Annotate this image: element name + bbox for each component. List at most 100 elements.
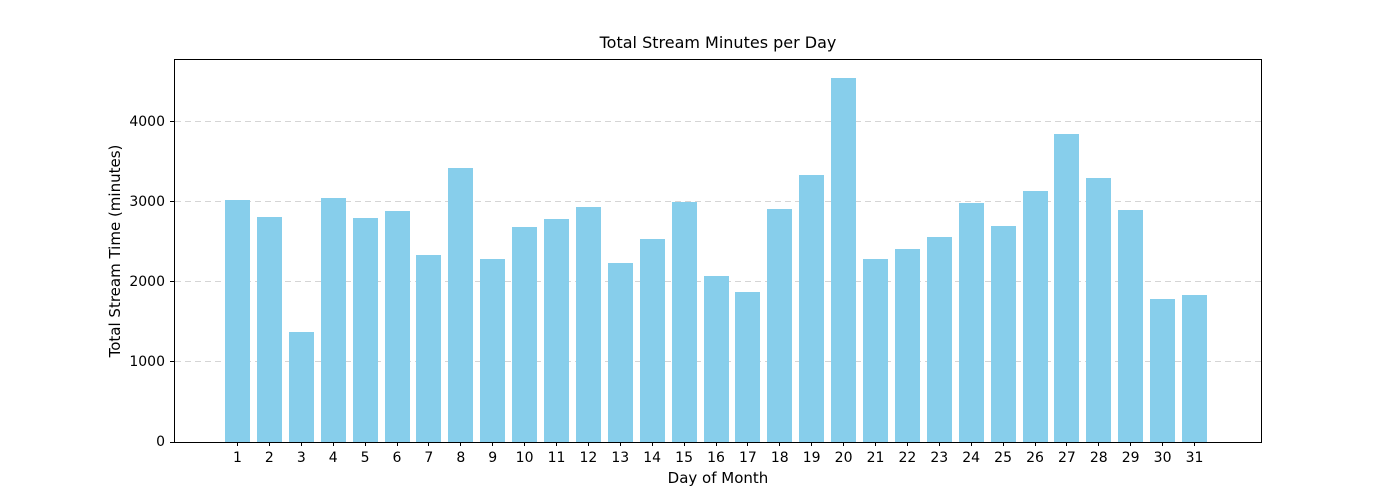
y-tick-label: 1000 [129,353,165,370]
y-tick-mark [170,121,174,123]
x-axis-label: Day of Month [667,469,769,487]
x-tick-mark [268,442,270,446]
x-tick-mark [938,442,940,446]
x-tick-label: 23 [930,450,949,466]
y-tick-mark [170,201,174,203]
x-tick-mark [970,442,972,446]
bar [990,225,1016,442]
bar [480,259,506,442]
x-tick-mark [811,442,813,446]
x-tick-mark [619,442,621,446]
y-tick-label: 4000 [129,113,165,130]
plot-area: 0 1000 2000 3000 4000 1 2 3 4 5 6 7 8 9 10 11 12 13 14 15 16… [129,59,1262,466]
x-tick-label: 22 [898,450,917,466]
y-axis-label: Total Stream Time (minutes) [106,144,124,358]
y-tick-mark [170,361,174,363]
bar [831,78,857,442]
bar [320,197,346,442]
bar [288,332,314,442]
x-tick-label: 21 [866,450,885,466]
bar [448,168,474,442]
bar [1118,209,1144,442]
bar [225,200,250,442]
x-tick-mark [1066,442,1068,446]
bar [1054,133,1080,442]
bar [958,202,984,442]
bar [671,201,697,442]
y-tick-mark [170,281,174,283]
bar [416,254,442,442]
x-tick-label: 19 [802,450,821,466]
x-tick-mark [556,442,557,446]
bar [512,227,538,442]
x-tick-mark [1002,442,1004,446]
x-tick-label: 2 [264,450,274,466]
x-tick-mark [300,442,302,446]
x-tick-mark [683,442,685,446]
bar [352,217,378,442]
x-tick-mark [651,442,653,446]
x-tick-label: 28 [1089,450,1108,466]
bar [735,292,761,442]
x-tick-mark [779,442,781,446]
bar [607,262,633,442]
bar [799,175,825,442]
x-tick-label: 7 [424,450,434,466]
bar [863,259,888,442]
x-tick-mark [396,442,398,446]
x-tick-mark [747,442,749,446]
x-tick-mark [906,442,908,446]
x-tick-label: 15 [675,450,693,466]
x-tick-mark [1130,442,1132,446]
x-tick-mark [492,442,494,446]
x-tick-label: 24 [962,450,981,466]
x-tick-label: 16 [707,450,725,466]
y-tick-label: 2000 [129,273,165,290]
bar [1086,177,1112,442]
x-tick-label: 31 [1185,450,1204,466]
bar [1150,299,1176,442]
bar [575,206,601,442]
x-tick-label: 20 [834,450,853,466]
x-tick-label: 6 [392,450,402,466]
x-tick-label: 11 [547,450,566,466]
x-tick-mark [460,442,462,446]
bar [703,276,729,442]
x-tick-label: 29 [1121,450,1140,466]
x-tick-mark [587,442,589,446]
x-tick-label: 5 [360,450,370,466]
gridline [175,121,1261,123]
x-tick-label: 4 [328,450,338,466]
bar [894,249,920,442]
x-tick-mark [332,442,334,446]
bar [639,238,665,442]
y-tick-label: 3000 [129,193,165,210]
x-tick-mark [237,442,238,446]
x-tick-label: 1 [233,450,242,466]
x-tick-label: 10 [515,450,534,466]
gridline [175,201,1261,203]
x-tick-label: 25 [994,450,1012,466]
x-tick-label: 27 [1057,450,1076,466]
x-tick-label: 13 [611,450,630,466]
x-tick-label: 17 [738,450,757,466]
x-tick-mark [428,442,430,446]
x-tick-mark [1034,442,1036,446]
x-tick-label: 30 [1153,450,1172,466]
bar [1182,294,1207,442]
bar [767,208,793,442]
x-tick-mark [1162,442,1164,446]
x-tick-label: 26 [1026,450,1044,466]
bar [926,237,952,442]
x-tick-label: 14 [643,450,662,466]
x-tick-mark [364,442,366,446]
x-tick-label: 3 [296,450,306,466]
y-tick-mark [170,441,174,443]
bar [256,216,282,442]
x-tick-label: 18 [770,450,789,466]
y-tick-label: 0 [156,434,165,450]
x-tick-mark [875,442,876,446]
x-tick-mark [715,442,717,446]
x-tick-label: 8 [456,450,466,466]
